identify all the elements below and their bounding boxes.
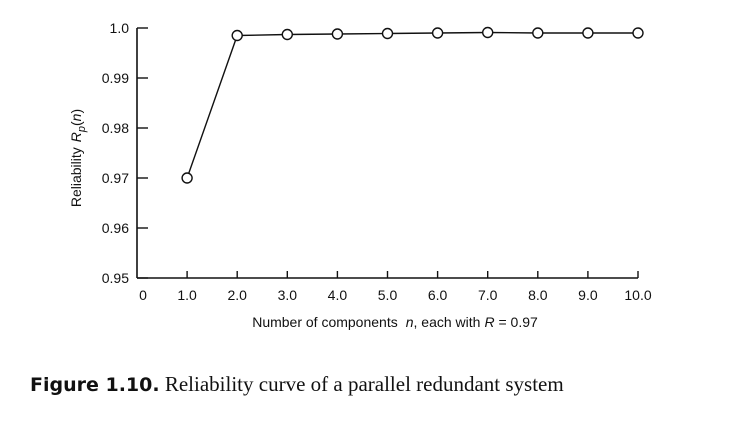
x-tick-label: 5.0 — [378, 287, 398, 303]
y-axis-title-prefix: Reliability — [68, 147, 84, 207]
y-tick-label: 0.96 — [102, 220, 129, 236]
y-tick-label: 0.97 — [102, 170, 129, 186]
x-tick-label: 1.0 — [177, 287, 197, 303]
x-axis-ticks: 0 1.0 2.0 3.0 4.0 5.0 6.0 7.0 8.0 9.0 10.0 — [139, 271, 652, 303]
y-axis-title-close-paren: ) — [68, 109, 84, 114]
x-tick-label: 3.0 — [278, 287, 298, 303]
x-axis-title-prefix: Number of components — [252, 314, 398, 330]
x-tick-label: 10.0 — [624, 287, 651, 303]
x-axis-title-middle: , each with — [414, 314, 481, 330]
x-axis-title-suffix: = 0.97 — [495, 314, 538, 330]
y-axis-ticks: 0.95 0.96 0.97 0.98 0.99 1.0 — [102, 20, 148, 286]
data-point — [381, 27, 394, 40]
x-tick-label: 7.0 — [478, 287, 498, 303]
data-point — [482, 26, 494, 39]
x-axis-title-variable: n — [406, 314, 414, 330]
y-axis-title-variable: R — [68, 132, 84, 142]
x-tick-label: 8.0 — [528, 287, 548, 303]
x-tick-label: 9.0 — [578, 287, 598, 303]
axes — [136, 28, 638, 279]
data-point — [331, 28, 344, 40]
x-tick-label: 4.0 — [328, 287, 348, 303]
figure-caption-text: Reliability curve of a parallel redundan… — [159, 372, 564, 396]
x-tick-label: 6.0 — [428, 287, 448, 303]
x-tick-label: 0 — [139, 287, 147, 303]
data-point — [281, 28, 293, 41]
x-axis-title-parameter: R — [484, 314, 494, 330]
data-point — [231, 29, 243, 42]
y-tick-label: 0.98 — [102, 120, 129, 136]
x-axis-title: Number of components n, each with R = 0.97 — [252, 314, 538, 330]
series-line — [186, 31, 638, 179]
y-axis-title-subscript: p — [76, 126, 88, 133]
figure-caption-label: Figure 1.10. — [30, 374, 160, 396]
y-tick-label: 0.95 — [102, 270, 129, 286]
data-point — [632, 27, 644, 39]
reliability-chart: 0 1.0 2.0 3.0 4.0 5.0 6.0 7.0 8.0 9.0 10.0 0.950.9… — [68, 20, 652, 330]
y-axis-title-open-paren: ( — [68, 121, 84, 126]
figure-caption: Figure 1.10. Reliability curve of a para… — [30, 372, 720, 397]
y-axis-title: Reliability Rp(n) — [68, 109, 88, 207]
x-tick-label: 2.0 — [227, 287, 247, 303]
data-point — [181, 172, 193, 184]
data-point — [532, 27, 544, 39]
y-tick-label: 1.0 — [110, 20, 130, 36]
y-tick-label: 0.99 — [102, 70, 129, 86]
data-point — [431, 27, 444, 39]
y-axis-title-argument: n — [68, 113, 84, 121]
series-layer — [181, 26, 644, 184]
data-point — [582, 27, 594, 39]
